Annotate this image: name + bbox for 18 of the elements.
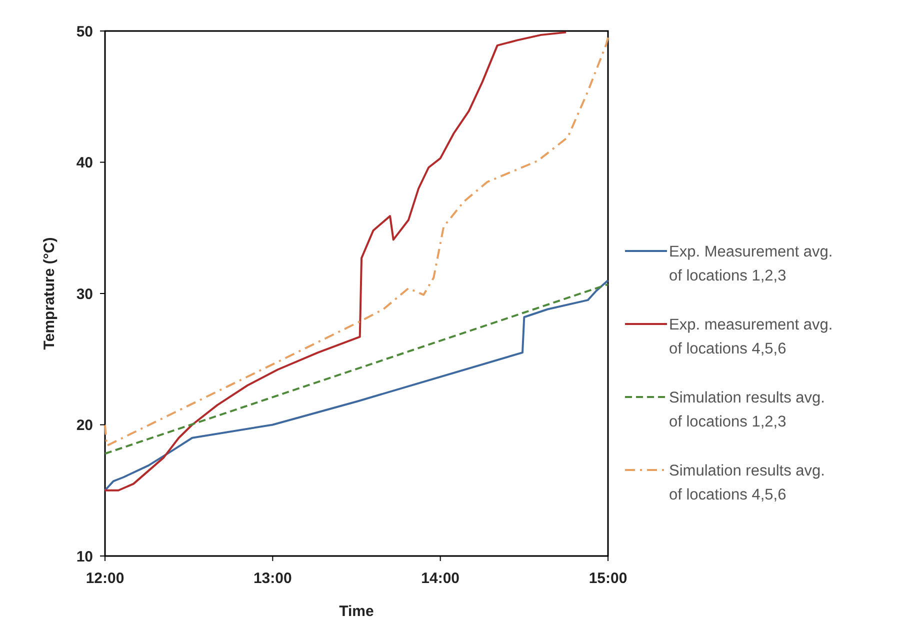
y-tick-label: 20: [76, 417, 93, 434]
y-axis-title: Temprature (°C): [41, 237, 58, 350]
legend-label: Simulation results avg. of locations 1,2,3: [669, 389, 825, 430]
y-tick-label: 40: [76, 154, 93, 172]
y-tick-label: 10: [76, 548, 93, 566]
legend-label: Simulation results avg. of locations 4,5,6: [669, 462, 825, 504]
y-tick-label: 30: [76, 286, 93, 303]
x-tick-label: 12:00: [86, 570, 124, 587]
x-tick-label: 15:00: [588, 570, 628, 587]
legend-label: Exp. measurement avg. of locations 4,5,6: [669, 316, 833, 358]
line-series: [104, 31, 568, 492]
x-tick-label: 13:00: [253, 570, 292, 587]
line-series: [104, 279, 609, 492]
line-series: [104, 36, 609, 447]
x-axis-title: Time: [339, 603, 374, 620]
legend-label: Exp. Measurement avg. of locations 1,2,3: [669, 243, 833, 284]
x-tick-label: 14:00: [421, 570, 460, 587]
y-tick-label: 50: [76, 23, 93, 40]
